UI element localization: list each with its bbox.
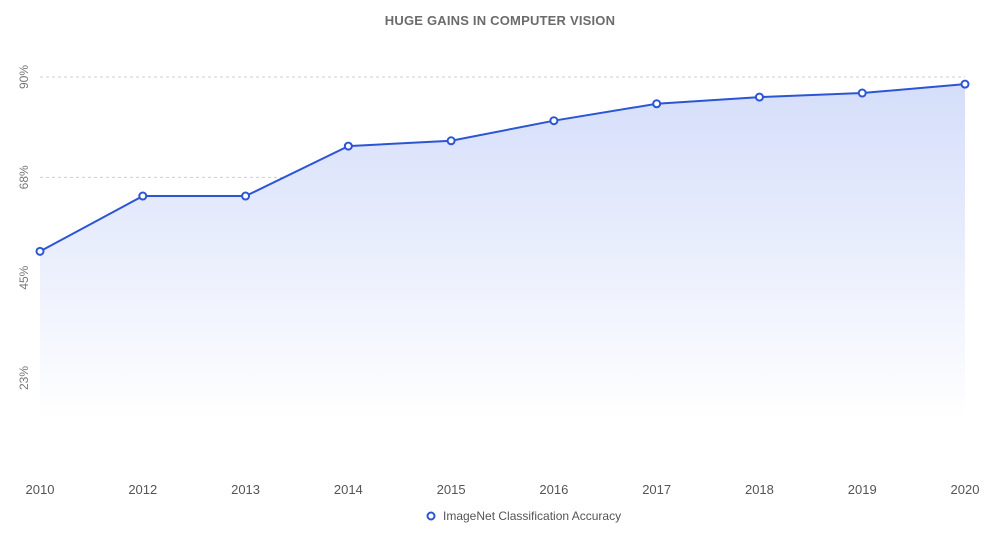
data-point[interactable] <box>446 136 456 146</box>
y-tick-label: 90% <box>17 65 31 89</box>
data-point[interactable] <box>549 116 559 126</box>
y-tick-label: 68% <box>17 165 31 189</box>
area-fill <box>40 84 965 420</box>
series-line <box>39 83 966 253</box>
data-point[interactable] <box>960 79 970 89</box>
data-point[interactable] <box>138 191 148 201</box>
x-tick-label: 2012 <box>128 482 157 497</box>
legend-marker <box>426 511 436 521</box>
data-point[interactable] <box>241 191 251 201</box>
y-tick-label: 45% <box>17 265 31 289</box>
x-tick-label: 2013 <box>231 482 260 497</box>
data-point[interactable] <box>35 246 45 256</box>
x-tick-label: 2015 <box>437 482 466 497</box>
y-axis-ticks: 23% 45% 68% 90% <box>17 65 31 390</box>
x-axis-ticks: 2010 2012 2013 2014 2015 2016 2017 2018 2019 2020 <box>26 482 980 497</box>
chart-title: HUGE GAINS IN COMPUTER VISION <box>385 13 615 28</box>
x-tick-label: 2018 <box>745 482 774 497</box>
data-point[interactable] <box>754 92 764 102</box>
data-point[interactable] <box>857 88 867 98</box>
data-point[interactable] <box>343 141 353 151</box>
x-tick-label: 2014 <box>334 482 363 497</box>
data-point[interactable] <box>652 99 662 109</box>
x-tick-label: 2016 <box>539 482 568 497</box>
legend-label: ImageNet Classification Accuracy <box>443 509 621 523</box>
legend[interactable]: ImageNet Classification Accuracy <box>426 509 622 523</box>
data-points <box>35 79 970 256</box>
x-tick-label: 2019 <box>848 482 877 497</box>
x-tick-label: 2020 <box>951 482 980 497</box>
x-tick-label: 2010 <box>26 482 55 497</box>
y-tick-label: 23% <box>17 366 31 390</box>
x-tick-label: 2017 <box>642 482 671 497</box>
